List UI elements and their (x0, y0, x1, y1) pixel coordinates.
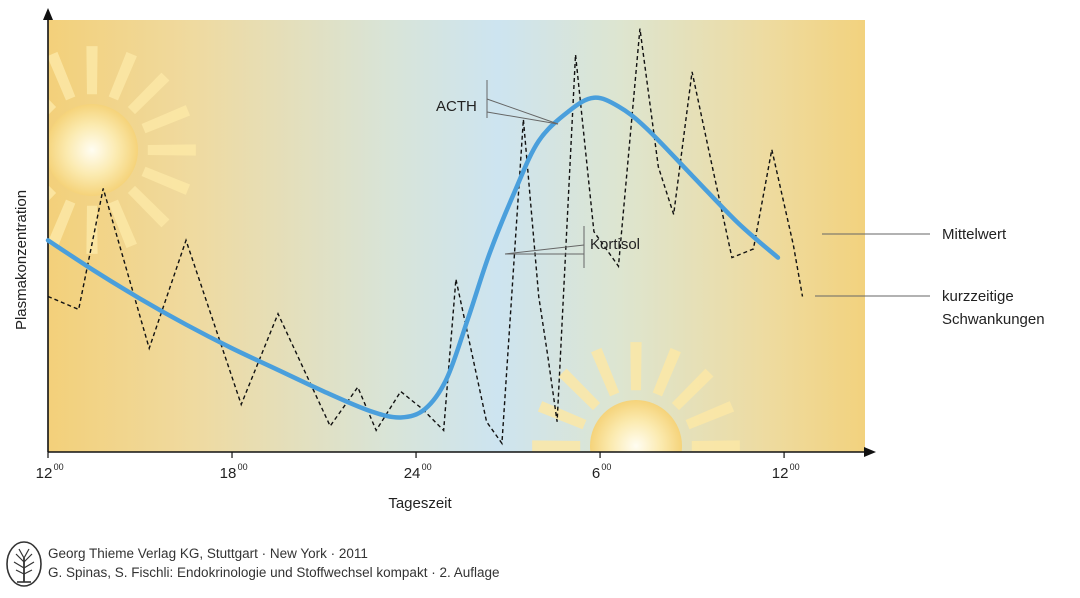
plot-background (48, 20, 865, 452)
footer-line-2: G. Spinas, S. Fischli: Endokrinologie un… (48, 565, 500, 580)
x-tick-sup-2: 00 (422, 462, 432, 472)
x-tick-4: 12 00 (772, 452, 800, 482)
acth-label: ACTH (436, 98, 477, 115)
x-tick-2: 24 00 (404, 452, 432, 482)
footer-line-1: Georg Thieme Verlag KG, Stuttgart · New … (48, 546, 368, 561)
x-tick-1: 18 00 (220, 452, 248, 482)
x-tick-sup-4: 00 (790, 462, 800, 472)
x-tick-label-4: 12 (772, 465, 789, 482)
series-mittelwert (45, 95, 781, 420)
x-axis-ticks: 12 00 18 00 24 00 6 00 12 00 (36, 452, 800, 482)
sun-left-icon (48, 46, 196, 254)
x-tick-label-2: 24 (404, 465, 421, 482)
x-axis-label: Tageszeit (388, 495, 452, 512)
series-kurzzeitige-schwankungen (47, 28, 804, 446)
x-tick-sup-0: 00 (54, 462, 64, 472)
kortisol-label: Kortisol (590, 236, 640, 253)
footer: Georg Thieme Verlag KG, Stuttgart · New … (48, 544, 500, 582)
x-tick-sup-3: 00 (601, 462, 611, 472)
x-tick-sup-1: 00 (238, 462, 248, 472)
y-axis-label: Plasmakonzentration (13, 190, 30, 330)
kortisol-annotation: Kortisol (504, 226, 640, 268)
legend-schwankungen-line1: kurzzeitige (942, 288, 1014, 305)
x-tick-label-0: 12 (36, 465, 53, 482)
publisher-logo-icon (6, 541, 42, 587)
x-tick-label-3: 6 (592, 465, 600, 482)
x-tick-label-1: 18 (220, 465, 237, 482)
x-tick-3: 6 00 (592, 452, 611, 482)
axes (43, 8, 876, 457)
legend-mittelwert: Mittelwert (942, 226, 1007, 243)
legend-schwankungen-line2: Schwankungen (942, 311, 1045, 328)
sun-right-icon (532, 342, 740, 452)
acth-annotation: ACTH (436, 80, 559, 125)
x-tick-0: 12 00 (36, 452, 64, 482)
